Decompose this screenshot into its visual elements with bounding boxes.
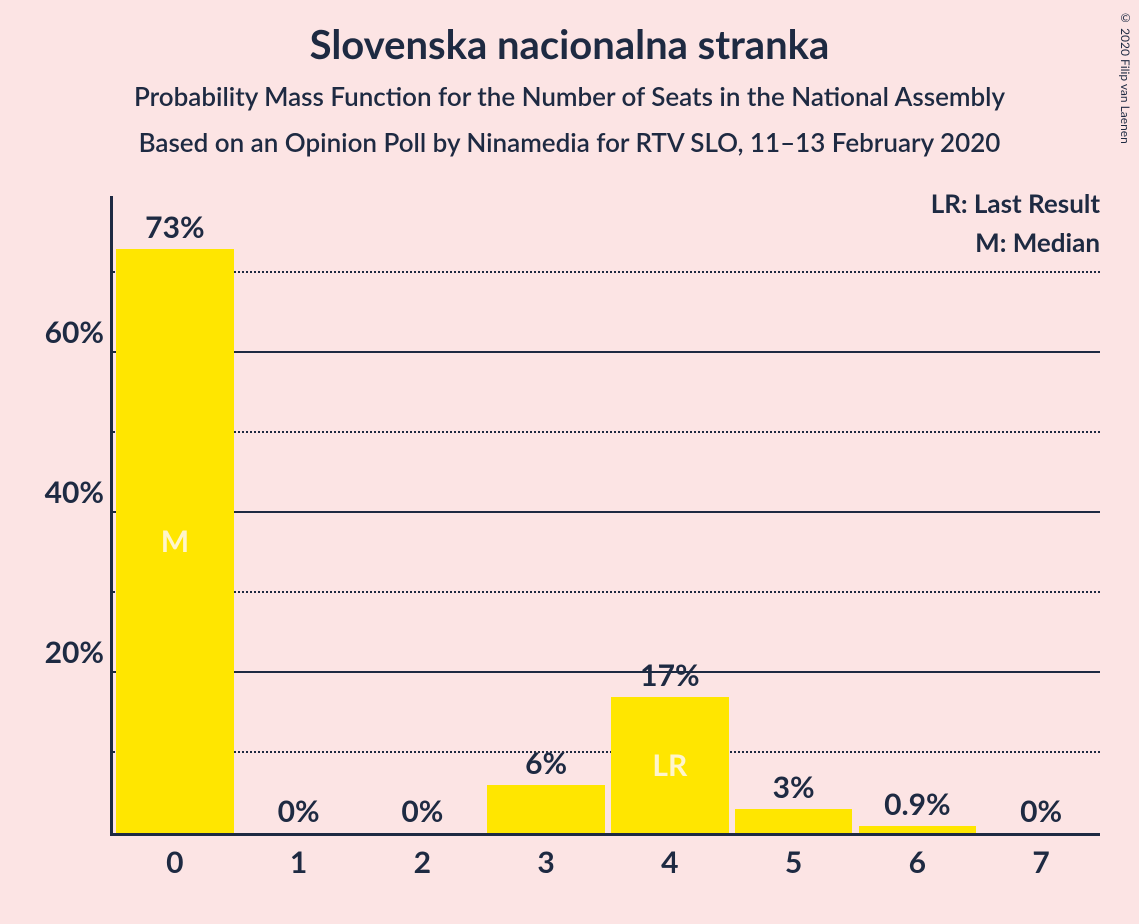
bar-inner-label: M bbox=[116, 523, 234, 559]
bar: 6% bbox=[487, 785, 605, 833]
bar-value-label: 6% bbox=[487, 745, 605, 781]
title-block: Slovenska nacionalna stranka Probability… bbox=[0, 0, 1139, 158]
grid-minor bbox=[113, 751, 1100, 753]
x-axis-label: 7 bbox=[1032, 844, 1049, 880]
bar-value-label: 0% bbox=[240, 793, 358, 829]
y-axis-label: 40% bbox=[45, 474, 104, 510]
chart: LR: Last Result M: Median 20%40%60%73%M0… bbox=[40, 196, 1100, 896]
x-axis-label: 0 bbox=[166, 844, 183, 880]
bar-value-label: 17% bbox=[611, 657, 729, 693]
grid-major bbox=[113, 511, 1100, 513]
chart-title: Slovenska nacionalna stranka bbox=[0, 0, 1139, 68]
grid-minor bbox=[113, 431, 1100, 433]
bar: 0.9% bbox=[859, 826, 977, 833]
bar-value-label: 0% bbox=[364, 793, 482, 829]
grid-major bbox=[113, 671, 1100, 673]
bar: 17%LR bbox=[611, 697, 729, 833]
x-axis-label: 3 bbox=[537, 844, 554, 880]
chart-subtitle: Probability Mass Function for the Number… bbox=[0, 80, 1139, 112]
x-axis-label: 1 bbox=[290, 844, 307, 880]
bar-inner-label: LR bbox=[611, 747, 729, 783]
copyright-text: © 2020 Filip van Laenen bbox=[1118, 10, 1133, 144]
bar: 73%M bbox=[116, 249, 234, 833]
bar: 3% bbox=[735, 809, 853, 833]
grid-minor bbox=[113, 271, 1100, 273]
y-axis-label: 60% bbox=[45, 314, 104, 350]
bar-value-label: 0% bbox=[982, 793, 1100, 829]
bar-value-label: 73% bbox=[116, 209, 234, 245]
grid-major bbox=[113, 351, 1100, 353]
x-axis-label: 4 bbox=[661, 844, 678, 880]
y-axis-label: 20% bbox=[45, 634, 104, 670]
x-axis-label: 6 bbox=[909, 844, 926, 880]
x-axis-label: 2 bbox=[414, 844, 431, 880]
x-axis-label: 5 bbox=[785, 844, 802, 880]
grid-minor bbox=[113, 591, 1100, 593]
bar-value-label: 3% bbox=[735, 769, 853, 805]
plot-area: 20%40%60%73%M00%10%26%317%LR43%50.9%60%7 bbox=[110, 196, 1100, 836]
bar-value-label: 0.9% bbox=[859, 786, 977, 822]
chart-source: Based on an Opinion Poll by Ninamedia fo… bbox=[0, 126, 1139, 158]
